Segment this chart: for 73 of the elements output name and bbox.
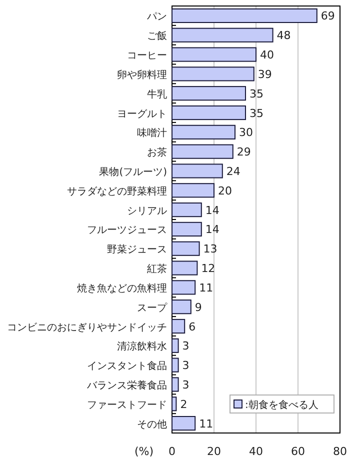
y-tick-label: ファーストフード <box>87 400 167 411</box>
data-label: 12 <box>201 262 216 276</box>
data-label: 69 <box>320 10 335 23</box>
y-tick-label: 果物(フルーツ) <box>99 166 168 178</box>
y-tick-label: その他 <box>137 418 167 430</box>
data-label: 14 <box>205 204 220 217</box>
y-tick-label: 牛乳 <box>147 88 167 100</box>
bar <box>172 124 236 140</box>
data-label: 9 <box>194 300 202 314</box>
y-tick-label: シリアル <box>127 206 167 217</box>
y-tick-label: 野菜ジュース <box>107 244 167 256</box>
y-tick-label: インスタント食品 <box>87 360 167 372</box>
bar <box>172 164 223 178</box>
y-tick-label: お茶 <box>147 146 167 159</box>
data-label: 2 <box>180 398 188 411</box>
y-tick-label: スープ <box>137 302 168 314</box>
data-label: 20 <box>218 184 232 198</box>
data-label: 14 <box>205 223 220 236</box>
bar <box>172 144 234 159</box>
y-tick-label: ヨーグルト <box>117 108 167 120</box>
data-label: 6 <box>188 320 196 334</box>
y-tick-label: 味噌汁 <box>137 127 167 140</box>
data-label: 3 <box>182 359 190 372</box>
y-tick-label: バランス栄養食品 <box>86 379 167 392</box>
data-label: 35 <box>250 87 264 100</box>
bar <box>172 183 214 198</box>
x-tick-label: 20 <box>207 445 221 458</box>
x-tick-label: 80 <box>333 445 347 458</box>
data-label: 48 <box>276 29 291 42</box>
bar <box>172 338 179 353</box>
bar <box>172 260 198 276</box>
data-label: 39 <box>258 68 272 81</box>
bar <box>172 416 196 431</box>
bar <box>172 318 186 334</box>
y-tick-label: コーヒー <box>127 50 167 62</box>
data-label: 40 <box>260 48 274 62</box>
bar <box>172 202 202 218</box>
x-tick-label: 0 <box>168 445 176 458</box>
data-label: 24 <box>226 164 240 178</box>
bar <box>172 105 246 120</box>
bar <box>172 396 177 412</box>
bar <box>172 8 318 23</box>
bar <box>172 66 254 82</box>
x-tick-label: 60 <box>291 445 305 458</box>
bar <box>172 358 179 372</box>
data-label: 29 <box>236 146 251 159</box>
x-tick-label: 40 <box>249 445 263 458</box>
data-label: 35 <box>250 106 264 120</box>
y-tick-label: 卵や卵料理 <box>117 68 167 81</box>
bar <box>172 241 200 256</box>
y-tick-label: フルーツジュース <box>87 225 167 236</box>
y-tick-label: サラダなどの野菜料理 <box>67 185 167 198</box>
data-label: 30 <box>239 126 253 140</box>
bar <box>172 86 246 101</box>
y-tick-label: コンビニのおにぎりやサンドイッチ <box>7 322 167 334</box>
y-tick-label: 焼き魚などの魚料理 <box>77 282 167 294</box>
x-axis-title: (%) <box>134 445 154 458</box>
y-tick-label: 紅茶 <box>147 263 167 276</box>
bar <box>172 222 202 236</box>
bar <box>172 377 179 392</box>
data-label: 3 <box>182 378 190 392</box>
bar <box>172 300 192 314</box>
data-label: 3 <box>182 340 190 353</box>
legend-label: :朝食を食べる人 <box>245 399 318 411</box>
bar <box>172 280 196 295</box>
y-tick-label: パン <box>146 12 167 23</box>
bar <box>172 28 274 42</box>
bar <box>172 47 256 62</box>
y-tick-label: ご飯 <box>147 31 167 42</box>
data-label: 13 <box>203 242 218 256</box>
data-label: 11 <box>199 417 214 430</box>
y-tick-label: 清涼飲料水 <box>117 340 167 353</box>
data-label: 11 <box>199 281 214 294</box>
